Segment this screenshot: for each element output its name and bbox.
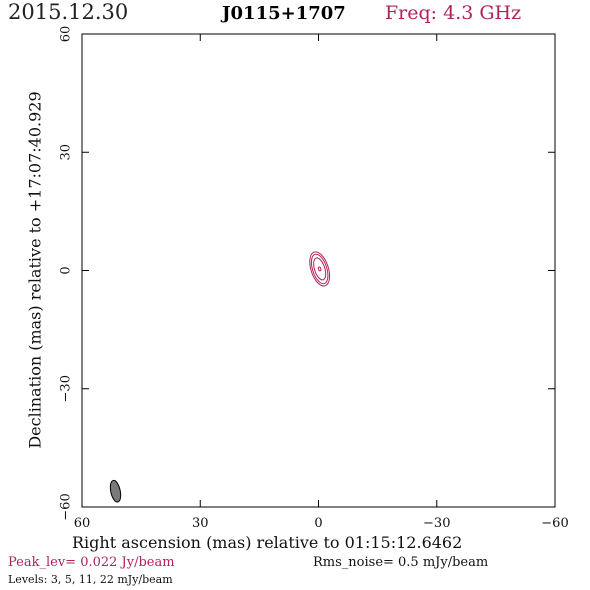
contour-levels: Levels: 3, 5, 11, 22 mJy/beam bbox=[8, 573, 173, 586]
y-tick-label: 60 bbox=[59, 26, 74, 43]
y-tick-label: 0 bbox=[59, 266, 74, 274]
peak-level: Peak_lev= 0.022 Jy/beam bbox=[8, 555, 175, 570]
contour-ellipse bbox=[313, 257, 327, 281]
frequency-label: Freq: 4.3 GHz bbox=[385, 2, 522, 24]
y-tick-label: 30 bbox=[59, 144, 74, 161]
x-tick-label: 0 bbox=[314, 516, 322, 531]
x-tick-label: 30 bbox=[192, 516, 209, 531]
y-tick-label: −60 bbox=[59, 493, 74, 520]
source-name: J0115+1707 bbox=[222, 3, 346, 24]
plot-frame bbox=[81, 33, 556, 508]
y-axis-label: Declination (mas) relative to +17:07:40.… bbox=[25, 91, 45, 449]
x-tick-label: 60 bbox=[74, 516, 91, 531]
axis-ticks bbox=[81, 33, 556, 508]
beam-shape bbox=[109, 479, 122, 503]
beam-ellipse bbox=[109, 479, 122, 503]
date-label: 2015.12.30 bbox=[8, 0, 129, 24]
source-contours bbox=[309, 251, 331, 287]
contour-ellipse bbox=[309, 251, 331, 287]
contour-ellipse bbox=[317, 266, 322, 272]
rms-noise: Rms_noise= 0.5 mJy/beam bbox=[313, 555, 489, 570]
y-tick-label: −30 bbox=[59, 375, 74, 402]
x-axis-label: Right ascension (mas) relative to 01:15:… bbox=[72, 533, 463, 552]
x-tick-label: −60 bbox=[541, 516, 568, 531]
x-tick-label: −30 bbox=[423, 516, 450, 531]
contour-ellipse bbox=[310, 253, 329, 285]
